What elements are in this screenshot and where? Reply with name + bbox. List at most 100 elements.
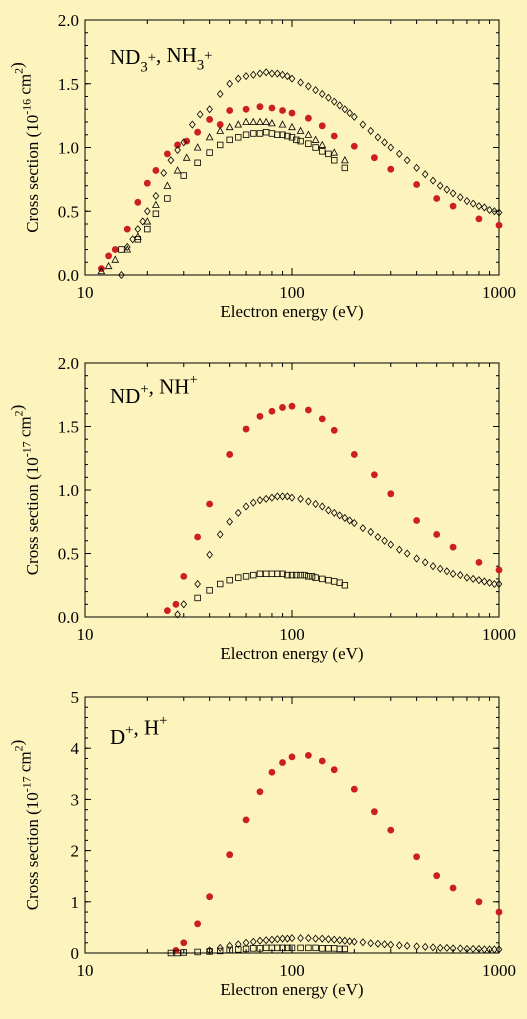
data-point-open-square: [308, 573, 316, 580]
data-point-open-square: [274, 570, 281, 578]
data-point-open-diamond: [330, 935, 338, 944]
panel-label-part: +: [189, 372, 197, 388]
data-point-open-diamond: [318, 934, 326, 943]
data-point-open-diamond: [346, 109, 354, 118]
data-point-filled-circle: [256, 788, 264, 796]
data-point-filled-circle: [350, 142, 358, 150]
data-point-open-diamond: [234, 508, 242, 517]
data-point-open-diamond: [262, 68, 270, 77]
series-open-square: [167, 944, 349, 957]
data-point-open-square: [319, 148, 326, 155]
data-point-open-triangle: [205, 133, 214, 141]
data-point-open-diamond: [350, 937, 358, 946]
data-point-open-triangle: [193, 143, 202, 151]
data-point-open-diamond: [234, 74, 242, 83]
data-point-filled-circle: [475, 898, 483, 906]
data-point-open-diamond: [495, 579, 503, 589]
data-point-open-diamond: [305, 82, 312, 91]
data-point-open-diamond: [194, 579, 201, 589]
data-point-open-triangle: [111, 255, 120, 263]
panel-label-part: +: [125, 723, 133, 739]
data-point-open-diamond: [403, 156, 411, 165]
data-point-open-square: [312, 944, 319, 952]
data-point-open-triangle: [173, 166, 182, 174]
data-point-open-diamond: [305, 934, 312, 943]
data-point-open-square: [226, 136, 233, 144]
data-point-open-diamond: [268, 935, 276, 944]
data-point-open-square: [242, 573, 250, 580]
x-tick-label: 10: [77, 283, 94, 302]
data-point-open-square: [341, 164, 349, 172]
data-point-open-diamond: [279, 934, 286, 943]
y-tick-label: 0.0: [58, 608, 79, 627]
data-point-filled-circle: [433, 195, 441, 202]
data-point-filled-circle: [433, 872, 441, 880]
data-point-open-square: [194, 948, 201, 956]
data-point-open-diamond: [262, 936, 270, 945]
data-point-open-triangle: [123, 245, 132, 253]
y-tick-label: 0.5: [58, 202, 79, 221]
data-point-open-square: [242, 131, 250, 138]
data-point-open-square: [174, 949, 181, 957]
data-point-filled-circle: [387, 826, 395, 834]
panel-label-part: , NH: [149, 375, 190, 399]
data-point-open-diamond: [256, 936, 264, 945]
x-axis-label: Electron energy (eV): [220, 980, 363, 999]
data-point-open-diamond: [456, 571, 464, 580]
data-point-open-square: [341, 582, 349, 589]
y-tick-label: 2.0: [58, 354, 79, 373]
data-point-open-diamond: [491, 207, 498, 216]
data-point-filled-circle: [279, 107, 286, 114]
data-point-open-diamond: [403, 549, 411, 558]
data-point-open-square: [262, 128, 270, 136]
data-point-open-diamond: [387, 143, 395, 152]
data-point-open-diamond: [216, 530, 224, 539]
x-axis-label: Electron energy (eV): [220, 302, 363, 321]
x-tick-label: 1000: [482, 625, 516, 644]
data-point-open-diamond: [206, 105, 213, 114]
y-axis-label: Cross section (10-17 cm2): [8, 405, 42, 576]
data-point-open-diamond: [274, 492, 281, 501]
data-point-open-diamond: [421, 170, 429, 179]
series-open-square: [118, 128, 349, 253]
y-axis-label-part: Cross section (10: [23, 115, 42, 233]
data-point-filled-circle: [242, 105, 250, 113]
data-point-open-diamond: [436, 943, 444, 952]
panel-label-part: , NH: [156, 43, 197, 67]
data-point-open-triangle: [262, 117, 271, 125]
data-point-open-diamond: [249, 937, 257, 946]
data-point-open-diamond: [123, 242, 131, 251]
data-point-open-square: [167, 949, 175, 957]
data-point-open-square: [217, 141, 224, 149]
data-point-open-square: [305, 140, 312, 147]
data-point-open-diamond: [491, 945, 498, 954]
x-tick-label: 100: [279, 625, 305, 644]
data-point-open-diamond: [312, 934, 319, 943]
y-tick-label: 0.0: [58, 266, 79, 285]
data-point-filled-circle: [370, 471, 378, 479]
data-point-open-diamond: [129, 235, 137, 244]
data-point-open-square: [301, 571, 308, 579]
data-point-filled-circle: [330, 426, 338, 434]
y-tick-label: 1.5: [58, 418, 79, 437]
data-point-filled-circle: [288, 753, 296, 761]
data-point-open-diamond: [288, 934, 296, 943]
data-point-open-triangle: [304, 130, 313, 138]
data-point-filled-circle: [475, 558, 483, 566]
data-point-open-diamond: [387, 940, 395, 949]
y-tick-label: 5: [71, 688, 80, 707]
data-point-filled-circle: [279, 759, 286, 766]
data-point-open-diamond: [325, 935, 332, 944]
data-point-filled-circle: [318, 415, 326, 423]
panel-label-part: ND: [110, 384, 140, 408]
y-axis-label-part: -17: [19, 441, 33, 457]
panel-1-ammonia-ions: 0.0 0.5 1.0 1.5 2.0 10 100 1000 Electron energy …: [8, 11, 516, 321]
data-point-filled-circle: [134, 198, 142, 206]
y-axis-label-part: ): [8, 740, 27, 746]
panel-label-part: +: [148, 50, 156, 66]
data-point-open-diamond: [456, 944, 464, 953]
data-point-filled-circle: [387, 165, 395, 173]
data-point-filled-circle: [194, 533, 202, 541]
data-point-open-diamond: [268, 493, 276, 502]
series-filled-circle: [172, 751, 503, 954]
